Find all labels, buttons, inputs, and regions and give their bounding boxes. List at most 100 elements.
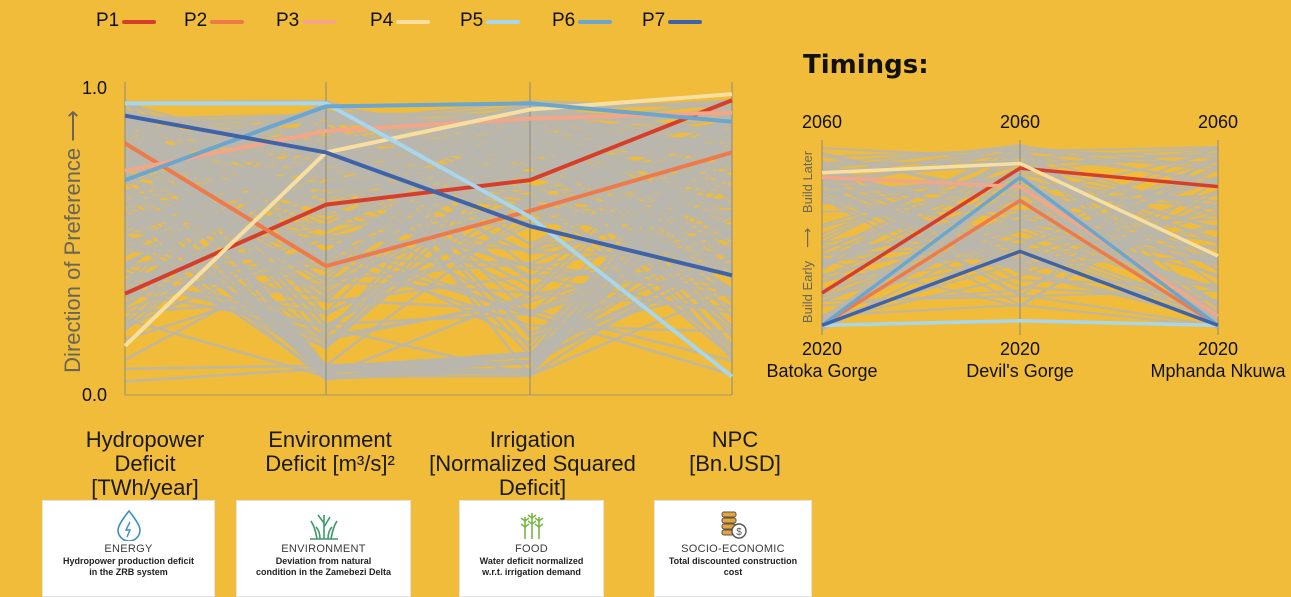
axis-title-npc: NPC [Bn.USD] <box>689 427 781 476</box>
background-line <box>821 167 1219 325</box>
timing-top-tick: 2060 <box>1198 112 1238 132</box>
y-tick-label-top: 1.0 <box>82 78 107 98</box>
background-line <box>821 197 1219 329</box>
y-axis-label: Direction of Preference ⟶ <box>60 110 85 373</box>
background-line <box>821 173 1219 319</box>
background-line <box>821 154 1219 208</box>
background-line <box>821 160 1219 254</box>
background-line <box>821 149 1219 320</box>
background-line <box>821 183 1219 307</box>
background-line <box>821 148 1219 264</box>
background-line <box>821 158 1219 291</box>
background-line <box>821 194 1219 245</box>
background-line <box>821 182 1219 248</box>
direction-arrow-icon: ⟶ <box>800 228 816 248</box>
svg-text:$: $ <box>736 527 742 538</box>
background-line <box>821 178 1219 256</box>
background-line <box>821 179 1219 308</box>
background-line <box>821 146 1219 277</box>
card-food: FOOD Water deficit normalized w.r.t. irr… <box>459 500 604 597</box>
background-line <box>821 176 1219 286</box>
timings-title: Timings: <box>803 50 929 80</box>
background-line <box>821 184 1219 320</box>
background-line <box>821 256 1219 317</box>
background-line <box>821 183 1219 320</box>
background-line <box>821 190 1219 322</box>
timing-axis-name: Batoka Gorge <box>766 361 877 381</box>
coins-icon: $ <box>721 511 747 539</box>
background-line <box>821 156 1219 279</box>
background-line <box>821 146 1219 288</box>
background-line <box>124 218 733 318</box>
legend-swatch <box>486 20 520 24</box>
background-line <box>821 175 1219 328</box>
background-line <box>124 180 733 380</box>
background-line <box>821 193 1219 262</box>
background-line <box>821 151 1219 278</box>
legend-swatch <box>210 20 244 24</box>
background-line <box>821 168 1219 262</box>
card-desc-line1: Total discounted construction <box>668 556 798 566</box>
timing-axis-name: Mphanda Nkuwa <box>1150 361 1286 381</box>
background-line <box>821 222 1219 276</box>
background-line <box>821 289 1219 303</box>
card-desc-line2: condition in the Zamebezi Delta <box>255 567 391 577</box>
background-line <box>821 151 1219 265</box>
legend-label: P6 <box>552 10 576 31</box>
background-line <box>124 136 733 242</box>
background-line <box>821 145 1219 310</box>
timing-series-p4 <box>821 161 1219 258</box>
background-line <box>821 188 1219 330</box>
timing-top-tick: 2060 <box>802 112 842 132</box>
background-line <box>821 160 1219 166</box>
background-line <box>821 144 1219 244</box>
background-line <box>821 168 1219 225</box>
water-drop-icon <box>116 509 141 541</box>
background-line <box>124 101 733 337</box>
timing-bottom-tick: 2020 <box>1000 339 1040 359</box>
timing-series-p7 <box>821 249 1219 328</box>
legend-label: P3 <box>276 10 300 31</box>
background-line <box>821 144 1219 325</box>
background-line <box>124 298 733 363</box>
card-desc-line2: in the ZRB system <box>89 567 168 577</box>
background-line <box>821 218 1219 321</box>
axis-title-irrigation: Irrigation [Normalized Squared Deficit] <box>429 427 636 500</box>
background-line <box>821 224 1219 331</box>
legend-label: P7 <box>642 10 666 31</box>
wheat-icon <box>520 513 543 539</box>
card-desc-line1: Water deficit normalized <box>479 556 584 566</box>
background-line <box>124 108 734 374</box>
card-environment: ENVIRONMENT Deviation from natural condi… <box>236 500 411 597</box>
series-p5 <box>125 101 734 379</box>
timing-series-p2 <box>821 198 1219 327</box>
background-line <box>821 158 1219 247</box>
background-line <box>821 219 1219 265</box>
background-line <box>821 167 1219 242</box>
y-tick-label-bottom: 0.0 <box>82 385 107 405</box>
background-line <box>821 153 1219 267</box>
background-line <box>821 153 1219 328</box>
card-desc-line1: Deviation from natural <box>275 556 372 566</box>
series-p6 <box>124 101 733 182</box>
background-line <box>821 176 1219 229</box>
background-line <box>821 165 1219 251</box>
legend-swatch <box>578 20 612 24</box>
background-solutions <box>123 99 734 383</box>
series-p2 <box>123 141 733 269</box>
background-line <box>821 145 1219 187</box>
background-line <box>821 166 1219 258</box>
background-line <box>124 196 733 378</box>
build-early-label: Build Early <box>800 260 815 323</box>
background-line <box>821 180 1219 270</box>
legend-swatch <box>302 20 336 24</box>
background-line <box>124 200 733 269</box>
background-line <box>821 196 1219 302</box>
background-line <box>821 151 1219 266</box>
background-line <box>821 176 1219 331</box>
background-line <box>124 99 733 283</box>
background-line <box>821 183 1219 329</box>
series-p7 <box>124 113 733 278</box>
card-title: SOCIO-ECONOMIC <box>681 543 785 555</box>
background-line <box>821 199 1219 307</box>
